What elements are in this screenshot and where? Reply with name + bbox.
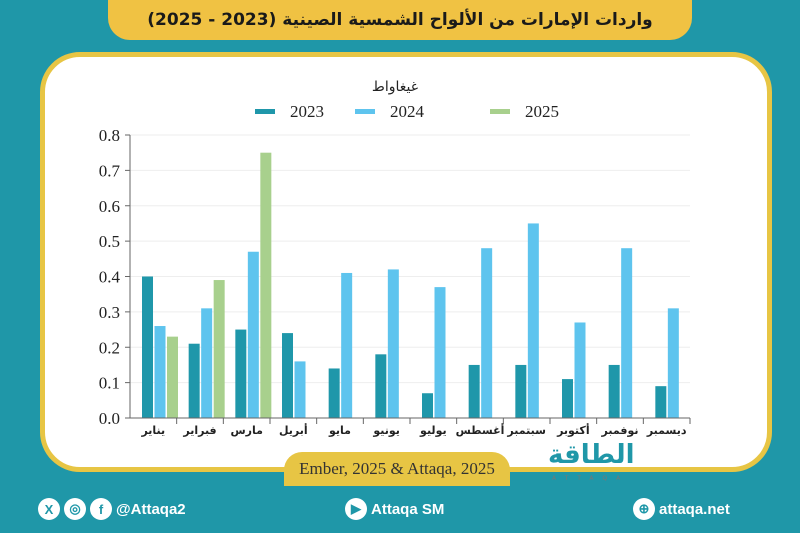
bar-2024	[434, 287, 446, 418]
legend-label-2025: 2025	[525, 102, 559, 121]
bar-2023	[468, 364, 480, 418]
y-tick-label: 0.4	[99, 268, 121, 287]
instagram-icon[interactable]: ◎	[64, 498, 86, 520]
bar-2024	[574, 322, 586, 418]
y-tick-label: 0.8	[99, 126, 120, 145]
globe-icon: ⊕	[633, 498, 655, 520]
x-tick-label: أغسطس	[456, 423, 505, 437]
social-handle[interactable]: @Attaqa2	[116, 500, 186, 518]
y-tick-label: 0.0	[99, 409, 120, 428]
bar-2024	[154, 326, 166, 418]
y-tick-label: 0.6	[99, 197, 120, 216]
bar-2024	[387, 269, 399, 418]
bar-2025	[213, 280, 225, 418]
x-tick-label: مايو	[328, 424, 351, 437]
x-tick-label: يونيو	[372, 424, 400, 437]
attaqa-logo: الطاقة ATTAQA	[548, 440, 635, 482]
bar-2023	[282, 333, 293, 418]
bar-2024	[294, 361, 306, 418]
x-tick-label: سبتمبر	[506, 424, 546, 437]
legend-swatch-2024	[355, 109, 375, 114]
x-tick-label: ديسمبر	[646, 424, 687, 437]
bar-2023	[188, 343, 200, 418]
legend-label-2023: 2023	[290, 102, 324, 121]
x-tick-label: فبراير	[182, 424, 216, 437]
legend-swatch-2023	[255, 109, 275, 114]
x-tick-label: مارس	[230, 424, 262, 437]
x-tick-label: نوفمبر	[601, 424, 639, 437]
bar-2024	[247, 251, 259, 418]
y-tick-label: 0.5	[99, 232, 120, 251]
source-label: Ember, 2025 & Attaqa, 2025	[284, 452, 510, 486]
bar-2024	[621, 248, 633, 418]
bar-2023	[562, 379, 573, 418]
bar-2024	[201, 308, 213, 418]
youtube-icon: ▶	[345, 498, 367, 520]
bar-2023	[142, 276, 153, 418]
legend-swatch-2025	[490, 109, 510, 114]
social-links: X ◎ f @Attaqa2	[38, 495, 186, 523]
bar-2024	[481, 248, 493, 418]
bar-2024	[341, 272, 353, 418]
y-tick-label: 0.2	[99, 338, 120, 357]
chart-title: واردات الإمارات من الألواح الشمسية الصين…	[147, 10, 653, 30]
bar-2025	[167, 336, 178, 418]
bar-2023	[422, 393, 433, 418]
legend-label-2024: 2024	[390, 102, 425, 121]
x-tick-label: أكتوبر	[556, 423, 590, 437]
youtube-link[interactable]: ▶ Attaqa SM	[345, 495, 444, 523]
x-tick-label: أبريل	[279, 423, 308, 437]
y-tick-label: 0.3	[99, 303, 120, 322]
bar-2023	[515, 364, 527, 418]
x-icon[interactable]: X	[38, 498, 60, 520]
chart-title-banner: واردات الإمارات من الألواح الشمسية الصين…	[108, 0, 692, 40]
unit-label: غيغاواط	[372, 79, 418, 95]
facebook-icon[interactable]: f	[90, 498, 112, 520]
bar-2025	[260, 152, 272, 418]
bar-2023	[328, 368, 340, 418]
bar-2023	[655, 386, 667, 418]
bar-2023	[608, 364, 620, 418]
website-link[interactable]: ⊕ attaqa.net	[633, 495, 730, 523]
x-tick-label: يناير	[140, 424, 165, 437]
x-tick-label: يوليو	[419, 424, 447, 437]
bar-2024	[667, 308, 679, 418]
y-tick-label: 0.1	[99, 374, 120, 393]
bar-2023	[235, 329, 247, 418]
y-tick-label: 0.7	[99, 161, 121, 180]
bar-2023	[375, 354, 387, 418]
bar-2024	[527, 223, 539, 418]
